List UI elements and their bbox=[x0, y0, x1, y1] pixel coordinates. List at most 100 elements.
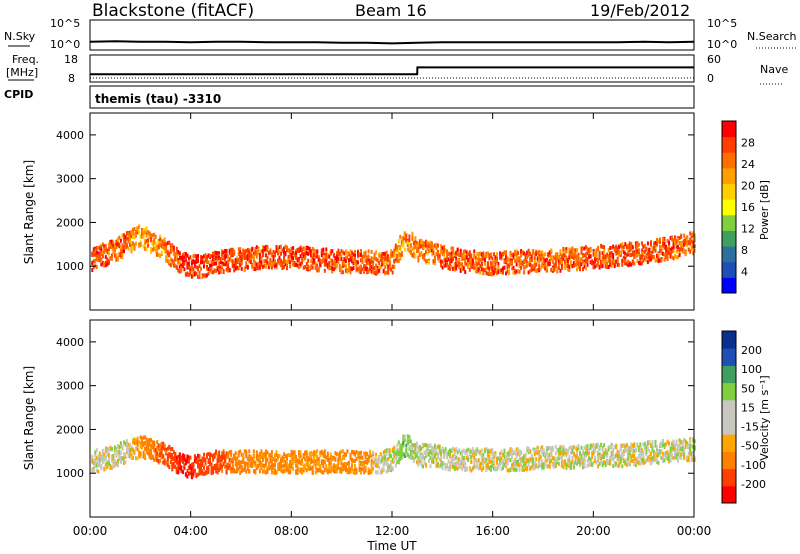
data-cell bbox=[112, 453, 115, 458]
data-cell bbox=[689, 447, 692, 452]
data-cell bbox=[668, 457, 671, 462]
data-cell bbox=[589, 457, 592, 462]
data-cell bbox=[524, 253, 527, 258]
data-cell bbox=[98, 254, 101, 259]
data-cell bbox=[690, 444, 693, 449]
data-cell bbox=[118, 454, 121, 459]
data-cell bbox=[252, 459, 255, 464]
data-cell bbox=[437, 452, 439, 457]
data-cell bbox=[494, 255, 497, 260]
data-cell bbox=[461, 262, 464, 267]
data-cell bbox=[360, 253, 362, 257]
data-cell bbox=[449, 257, 452, 262]
data-cell bbox=[562, 249, 565, 254]
data-cell bbox=[316, 454, 319, 459]
data-cell bbox=[474, 449, 477, 454]
data-cell bbox=[538, 461, 541, 466]
data-cell bbox=[495, 460, 498, 465]
data-cell bbox=[234, 458, 237, 463]
data-cell bbox=[440, 249, 443, 254]
data-cell bbox=[284, 467, 287, 472]
data-cell bbox=[201, 274, 204, 279]
data-cell bbox=[539, 250, 542, 255]
data-cell bbox=[98, 457, 101, 462]
data-cell bbox=[479, 449, 482, 454]
data-cell bbox=[502, 459, 504, 464]
data-cell bbox=[212, 457, 215, 462]
data-cell bbox=[615, 445, 618, 450]
data-cell bbox=[569, 254, 572, 259]
data-cell bbox=[662, 251, 664, 256]
data-cell bbox=[681, 443, 684, 448]
data-cell bbox=[683, 242, 686, 247]
data-cell bbox=[245, 469, 248, 474]
data-cell bbox=[411, 451, 414, 456]
data-cell bbox=[418, 244, 421, 249]
data-cell bbox=[565, 259, 568, 264]
data-cell bbox=[385, 259, 388, 264]
data-cell bbox=[266, 255, 269, 260]
data-cell bbox=[148, 442, 151, 447]
data-cell bbox=[338, 467, 341, 472]
data-cell bbox=[530, 254, 533, 259]
data-cell bbox=[529, 262, 532, 267]
data-cell bbox=[236, 258, 239, 263]
data-cell bbox=[190, 475, 193, 479]
data-cell bbox=[329, 469, 332, 474]
data-cell bbox=[499, 454, 501, 459]
data-cell bbox=[566, 449, 569, 454]
data-cell bbox=[206, 273, 208, 278]
data-cell bbox=[91, 260, 94, 265]
data-cell bbox=[348, 268, 350, 273]
data-cell bbox=[172, 245, 175, 250]
data-cell bbox=[123, 461, 125, 465]
data-cell bbox=[462, 448, 465, 453]
data-cell bbox=[375, 470, 378, 475]
data-cell bbox=[553, 462, 556, 467]
data-cell bbox=[654, 455, 657, 460]
data-cell bbox=[565, 451, 568, 456]
data-cell bbox=[403, 435, 406, 440]
data-cell bbox=[411, 231, 414, 236]
data-cell bbox=[172, 249, 175, 254]
data-cell bbox=[366, 270, 369, 275]
data-cell bbox=[659, 258, 661, 263]
data-cell bbox=[394, 451, 397, 456]
data-cell bbox=[248, 250, 251, 255]
data-cell bbox=[198, 454, 201, 459]
data-cell bbox=[298, 247, 301, 252]
data-cell bbox=[363, 460, 366, 465]
data-cell bbox=[266, 260, 269, 265]
data-cell bbox=[429, 248, 432, 253]
data-cell bbox=[446, 463, 449, 468]
data-cell bbox=[631, 252, 634, 257]
data-cell bbox=[281, 464, 284, 469]
data-cell bbox=[169, 460, 172, 465]
data-cell bbox=[348, 469, 350, 474]
data-cell bbox=[421, 464, 424, 469]
data-cell bbox=[488, 449, 491, 454]
data-cell bbox=[97, 254, 100, 259]
data-cell bbox=[180, 263, 183, 268]
data-cell bbox=[363, 264, 366, 269]
data-cell bbox=[417, 248, 420, 253]
data-cell bbox=[290, 248, 293, 253]
data-cell bbox=[675, 239, 678, 244]
data-cell bbox=[144, 447, 147, 451]
data-cell bbox=[492, 271, 495, 276]
data-cell bbox=[499, 255, 501, 260]
data-cell bbox=[221, 249, 224, 254]
data-cell bbox=[408, 439, 411, 444]
data-cell bbox=[668, 441, 671, 446]
data-cell bbox=[524, 466, 527, 471]
data-cell bbox=[341, 465, 344, 470]
data-cell bbox=[576, 267, 578, 272]
data-cell bbox=[142, 231, 145, 236]
data-cell bbox=[415, 450, 418, 455]
data-cell bbox=[106, 250, 109, 255]
data-cell bbox=[207, 468, 210, 473]
data-cell bbox=[517, 463, 520, 468]
data-cell bbox=[675, 255, 678, 260]
data-cell bbox=[387, 264, 390, 269]
data-cell bbox=[216, 454, 219, 459]
